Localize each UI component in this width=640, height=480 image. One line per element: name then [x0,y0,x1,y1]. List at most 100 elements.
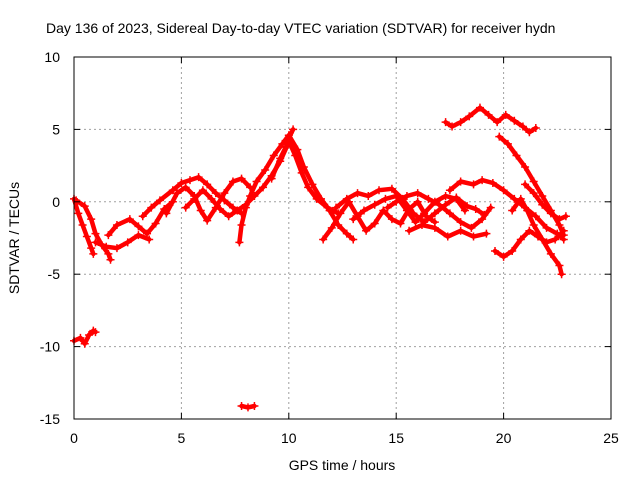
data-point-plus [478,215,487,224]
data-point-plus [370,200,379,209]
data-point-plus [387,184,396,193]
data-point-plus [123,238,132,247]
data-point-plus [151,219,160,228]
data-point-plus [546,249,555,258]
data-point-plus [521,180,530,189]
data-point-plus [488,178,497,187]
data-point-plus [190,194,199,203]
series-arc-4 [104,197,177,240]
axis-ticks [73,56,612,420]
data-point-plus [456,226,465,235]
data-point-plus [555,215,564,224]
data-point-plus [342,229,351,238]
data-point-plus [332,203,341,212]
data-point-plus [80,339,89,348]
data-point-plus [246,192,255,201]
data-point-plus [327,223,336,232]
data-point-plus [381,194,390,203]
data-point-plus [82,232,91,241]
data-point-plus [467,223,476,232]
data-point-plus [155,196,164,205]
data-point-plus [512,151,521,160]
y-tick-label: -5 [48,266,61,282]
data-point-plus [349,235,358,244]
data-point-plus [538,200,547,209]
data-point-plus [516,235,525,244]
data-point-plus [203,180,212,189]
data-point-plus [261,165,270,174]
data-point-plus [304,183,313,192]
data-point-plus [510,116,519,125]
data-point-plus [85,331,94,340]
data-point-plus [379,206,388,215]
data-point-plus [448,122,457,131]
data-point-plus [456,177,465,186]
x-tick-label: 0 [70,430,78,446]
data-point-plus [499,252,508,261]
y-tick-label: -15 [40,411,60,427]
data-point-plus [269,151,278,160]
data-point-plus [465,112,474,121]
data-point-plus [402,192,411,201]
data-point-plus [491,247,500,256]
data-point-plus [224,212,233,221]
data-point-plus [323,203,332,212]
data-point-plus [235,238,244,247]
data-point-plus [196,206,205,215]
data-point-plus [531,123,540,132]
data-point-plus [241,203,250,212]
data-point-plus [417,220,426,229]
x-tick-label: 5 [178,430,186,446]
data-point-plus [478,176,487,185]
series-line [106,199,176,238]
data-point-plus [308,180,317,189]
data-point-plus [237,401,246,410]
data-point-plus [538,192,547,201]
data-point-plus [396,219,405,228]
data-point-plus [250,401,259,410]
data-point-plus [194,173,203,182]
series-arc-14 [405,220,491,241]
chart-title: Day 136 of 2023, Sidereal Day-to-day VTE… [46,20,555,36]
data-point-plus [207,194,216,203]
data-point-plus [228,203,237,212]
data-point-plus [102,242,111,251]
data-series [70,103,570,412]
data-point-plus [104,231,113,240]
data-point-plus [430,223,439,232]
data-point-plus [291,151,300,160]
data-point-plus [529,220,538,229]
data-point-plus [413,189,422,198]
data-point-plus [529,177,538,186]
data-point-plus [106,255,115,264]
data-point-plus [452,194,461,203]
data-point-plus [551,235,560,244]
data-point-plus [220,189,229,198]
y-tick-label: 10 [44,49,60,65]
data-point-plus [445,186,454,195]
data-point-plus [508,206,517,215]
data-point-plus [162,209,171,218]
series-arc-2 [72,196,115,264]
x-tick-label: 15 [388,430,404,446]
data-point-plus [475,103,484,112]
series-arc-16 [441,103,540,137]
y-tick-label: 0 [52,194,60,210]
data-point-plus [441,118,450,127]
data-point-plus [555,261,564,270]
data-point-plus [493,118,502,127]
data-point-plus [319,235,328,244]
data-point-plus [469,180,478,189]
data-point-plus [495,132,504,141]
plot-frame [73,56,612,420]
data-point-plus [435,200,444,209]
data-point-plus [87,244,96,253]
data-point-plus [413,197,422,206]
series-arc-8 [235,131,358,247]
data-point-plus [521,163,530,172]
data-point-plus [216,205,225,214]
data-point-plus [557,270,566,279]
data-point-plus [74,209,83,218]
data-point-plus [134,231,143,240]
